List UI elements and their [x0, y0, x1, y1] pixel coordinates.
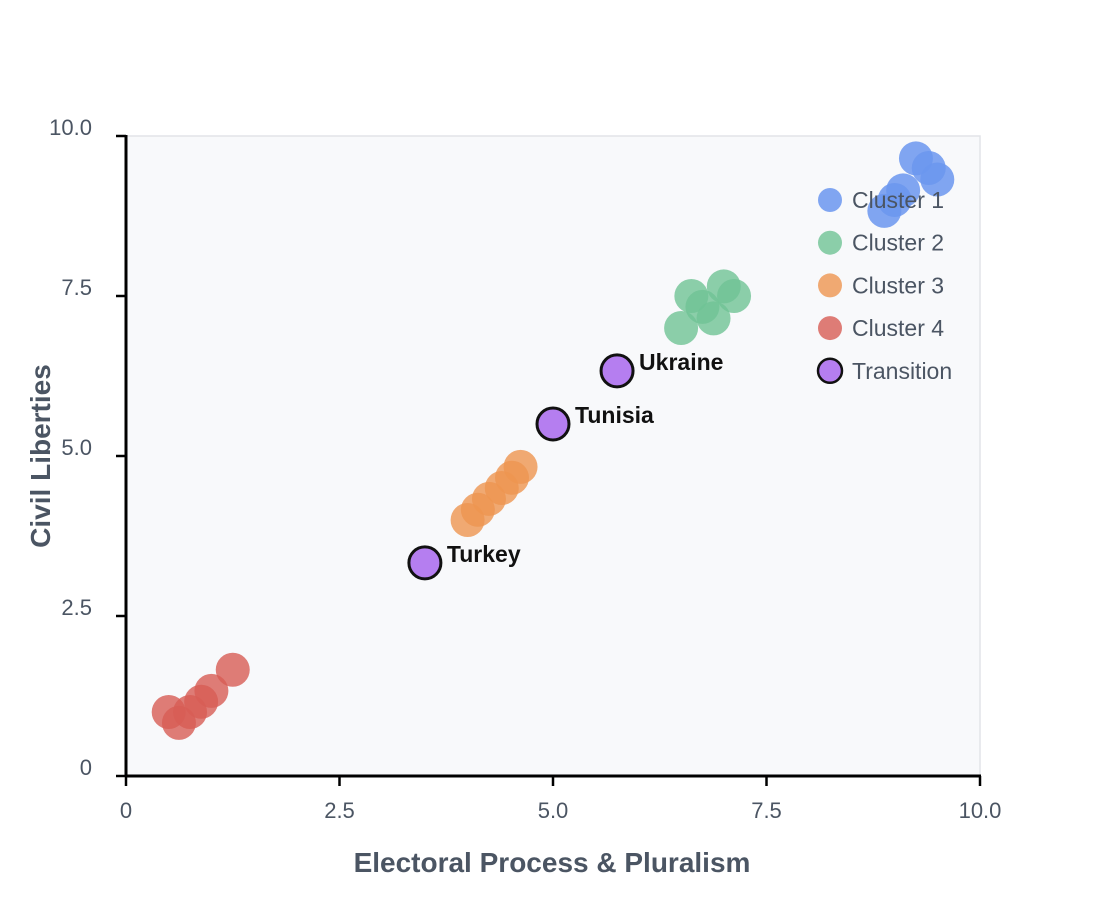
- legend-label: Cluster 4: [852, 315, 944, 341]
- point-label: Ukraine: [639, 349, 723, 375]
- y-tick-label: 7.5: [61, 275, 92, 300]
- x-axis-ticks: 0 2.5 5.0 7.5 10.0: [120, 776, 1002, 823]
- transition-point: [599, 353, 635, 389]
- legend-label: Transition: [852, 358, 952, 384]
- y-tick-label: 10.0: [49, 115, 92, 140]
- legend: Cluster 1 Cluster 2 Cluster 3 Cluster 4 Tran…: [816, 187, 952, 385]
- legend-swatch: [818, 316, 842, 341]
- legend-swatch: [818, 273, 842, 298]
- cluster-4-point: [161, 705, 196, 740]
- cluster-4-point: [215, 652, 250, 687]
- y-tick-label: 2.5: [61, 595, 92, 620]
- point-labels: Turkey Tunisia Ukraine: [447, 349, 724, 567]
- x-tick-label: 7.5: [751, 798, 782, 823]
- x-tick-label: 5.0: [538, 798, 569, 823]
- legend-swatch: [818, 230, 842, 255]
- y-tick-label: 5.0: [61, 435, 92, 460]
- transition-point: [535, 406, 571, 442]
- legend-label: Cluster 3: [852, 272, 944, 298]
- legend-swatch: [816, 357, 844, 385]
- x-tick-label: 10.0: [959, 798, 1002, 823]
- legend-label: Cluster 1: [852, 187, 944, 213]
- point-label: Turkey: [447, 541, 521, 567]
- cluster-1-point: [920, 162, 955, 197]
- x-tick-label: 2.5: [324, 798, 355, 823]
- x-axis-title: Electoral Process & Pluralism: [354, 847, 751, 878]
- legend-swatch: [818, 188, 842, 212]
- cluster-2-point: [717, 279, 752, 313]
- transition-point: [407, 545, 443, 581]
- cluster-3-point: [450, 503, 485, 537]
- cluster-2-point: [696, 301, 731, 336]
- x-tick-label: 0: [120, 798, 132, 823]
- point-label: Tunisia: [575, 402, 654, 428]
- cluster-1-point: [867, 193, 902, 228]
- y-axis-title: Civil Liberties: [25, 364, 56, 548]
- cluster-2-point: [664, 311, 699, 345]
- y-tick-label: 0: [80, 755, 92, 780]
- y-axis-ticks: 0 2.5 5.0 7.5 10.0: [49, 115, 126, 780]
- data-points: [151, 141, 955, 740]
- legend-label: Cluster 2: [852, 230, 944, 256]
